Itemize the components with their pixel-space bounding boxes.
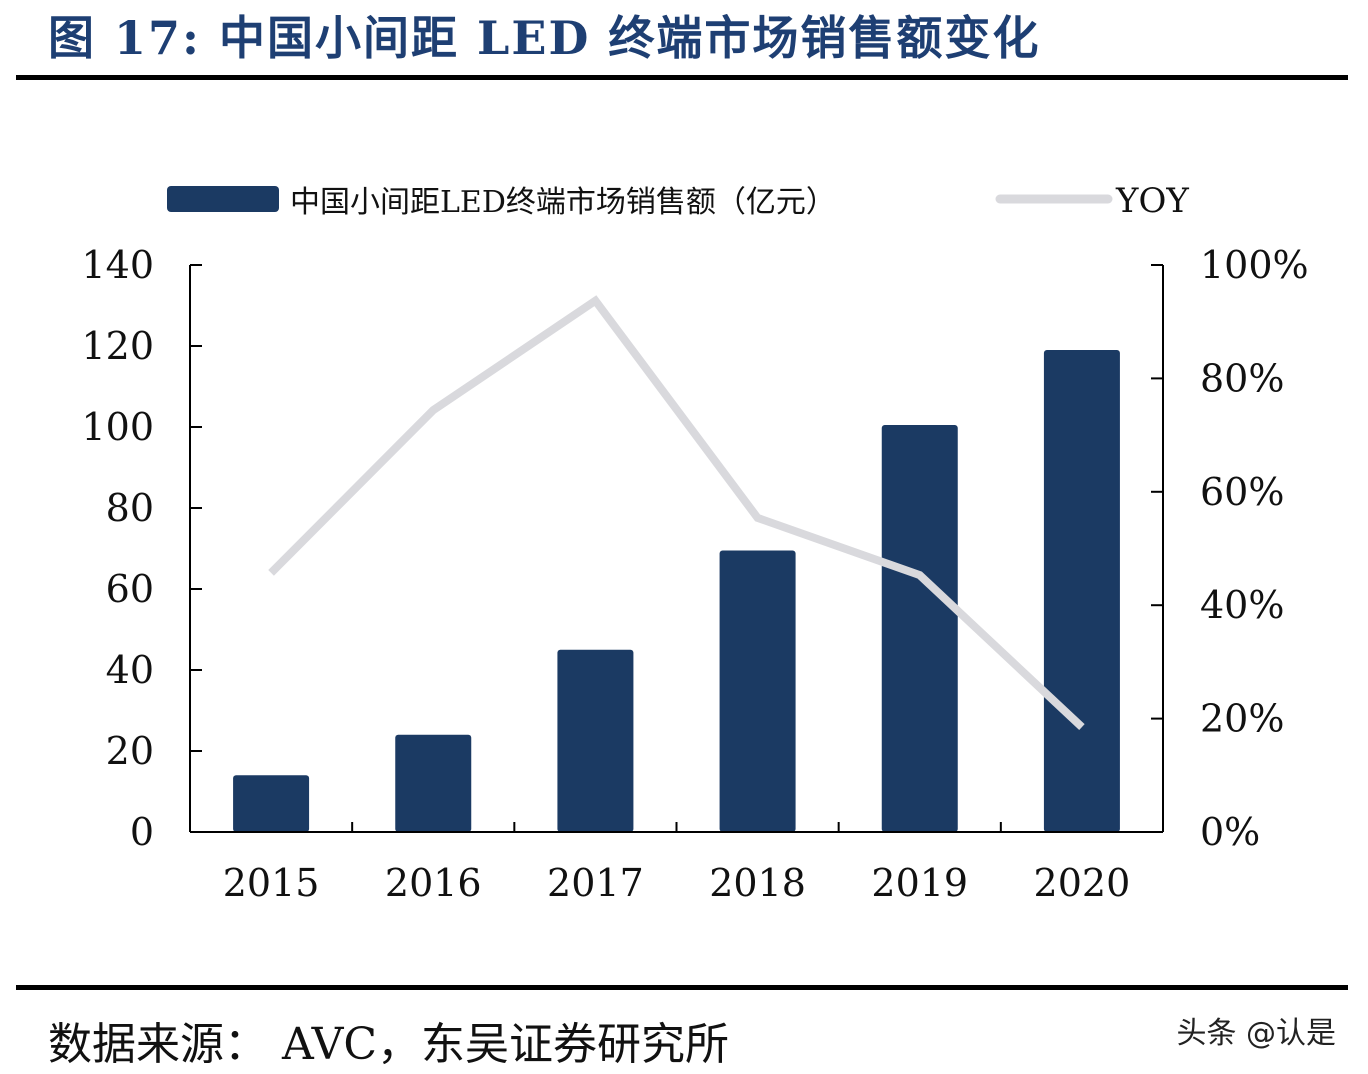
bar-2018 bbox=[719, 550, 796, 832]
right-tick-label: 60% bbox=[1200, 470, 1284, 514]
left-tick-label: 80 bbox=[106, 486, 154, 530]
right-tick-label: 20% bbox=[1200, 697, 1284, 741]
x-tick-label: 2016 bbox=[385, 861, 482, 905]
left-tick-label: 60 bbox=[106, 567, 154, 611]
bottom-rule bbox=[16, 985, 1348, 990]
bar-2016 bbox=[395, 734, 472, 832]
left-tick-label: 100 bbox=[81, 405, 154, 449]
left-tick-label: 20 bbox=[106, 729, 154, 773]
right-tick-label: 80% bbox=[1200, 356, 1284, 400]
right-tick-label: 40% bbox=[1200, 583, 1284, 627]
source-note: 数据来源： AVC，东吴证券研究所 bbox=[48, 1019, 730, 1070]
x-tick-label: 2018 bbox=[709, 861, 806, 905]
x-tick-label: 2017 bbox=[547, 861, 644, 905]
left-tick-label: 120 bbox=[81, 324, 154, 368]
left-tick-label: 0 bbox=[130, 810, 154, 854]
right-tick-label: 100% bbox=[1200, 243, 1309, 287]
legend-bar-swatch bbox=[167, 186, 279, 212]
left-tick-label: 140 bbox=[81, 243, 154, 287]
x-tick-label: 2020 bbox=[1034, 861, 1131, 905]
bar-2020 bbox=[1043, 350, 1120, 832]
bar-2017 bbox=[557, 649, 634, 832]
legend-bar-label: 中国小间距LED终端市场销售额（亿元） bbox=[290, 185, 836, 220]
figure-title: 图 17: 中国小间距 LED 终端市场销售额变化 bbox=[48, 11, 1041, 65]
x-tick-label: 2019 bbox=[871, 861, 968, 905]
yoy-line bbox=[268, 295, 1085, 731]
watermark: 头条 @认是 bbox=[1176, 1016, 1336, 1051]
bar-2015 bbox=[233, 775, 310, 832]
bar-2019 bbox=[881, 424, 958, 832]
x-tick-label: 2015 bbox=[223, 861, 320, 905]
legend-line-label: YOY bbox=[1115, 181, 1189, 221]
left-tick-label: 40 bbox=[106, 648, 154, 692]
right-tick-label: 0% bbox=[1200, 810, 1260, 854]
top-rule bbox=[16, 75, 1348, 80]
